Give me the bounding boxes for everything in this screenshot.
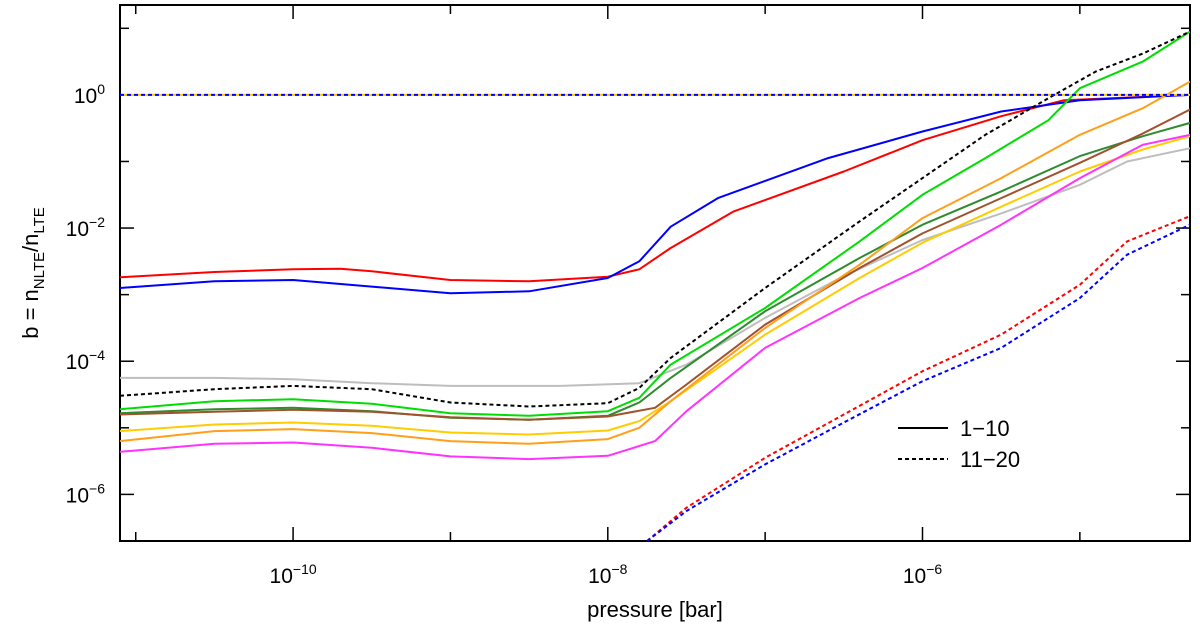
series-line-7 [120, 135, 1190, 436]
y-axis-title-prefix: b = n [18, 289, 43, 339]
legend-label-dashed: 11−20 [960, 447, 1020, 472]
series-line-12 [646, 223, 1190, 541]
y-tick-label: 10−4 [66, 347, 106, 374]
series-line-2 [120, 93, 1190, 295]
series-line-4 [120, 30, 1190, 417]
plot-frame [119, 4, 1191, 542]
y-tick-label: 10−2 [66, 214, 106, 241]
series-line-8 [120, 80, 1190, 445]
series-layer [120, 30, 1190, 541]
series-line-11 [646, 215, 1190, 541]
series-line-9 [120, 133, 1190, 461]
series-line-10 [120, 30, 1190, 408]
y-tick-label: 100 [74, 81, 105, 108]
y-axis-title-sub1: NLTE [31, 252, 48, 289]
y-axis-title-mid: /n [18, 234, 43, 252]
x-tick-label: 10−10 [270, 561, 317, 588]
series-line-6 [120, 108, 1190, 421]
series-line-1 [120, 93, 1190, 283]
legend-label-solid: 1−10 [960, 416, 1010, 441]
axis-ticks [120, 5, 1190, 541]
series-line-5 [120, 121, 1190, 421]
x-tick-label: 10−6 [903, 561, 943, 588]
x-tick-label: 10−8 [588, 561, 628, 588]
legend: 1−10 11−20 [898, 416, 1020, 472]
y-axis-title: b = nNLTE/nLTE [18, 207, 48, 339]
x-axis-title: pressure [bar] [587, 597, 723, 622]
tick-labels: 10−10 10−8 10−6 10−6 10−4 10−2 100 [66, 81, 943, 588]
series-line-3 [120, 147, 1190, 387]
y-tick-label: 10−6 [66, 480, 106, 507]
y-axis-title-sub2: LTE [31, 207, 48, 233]
